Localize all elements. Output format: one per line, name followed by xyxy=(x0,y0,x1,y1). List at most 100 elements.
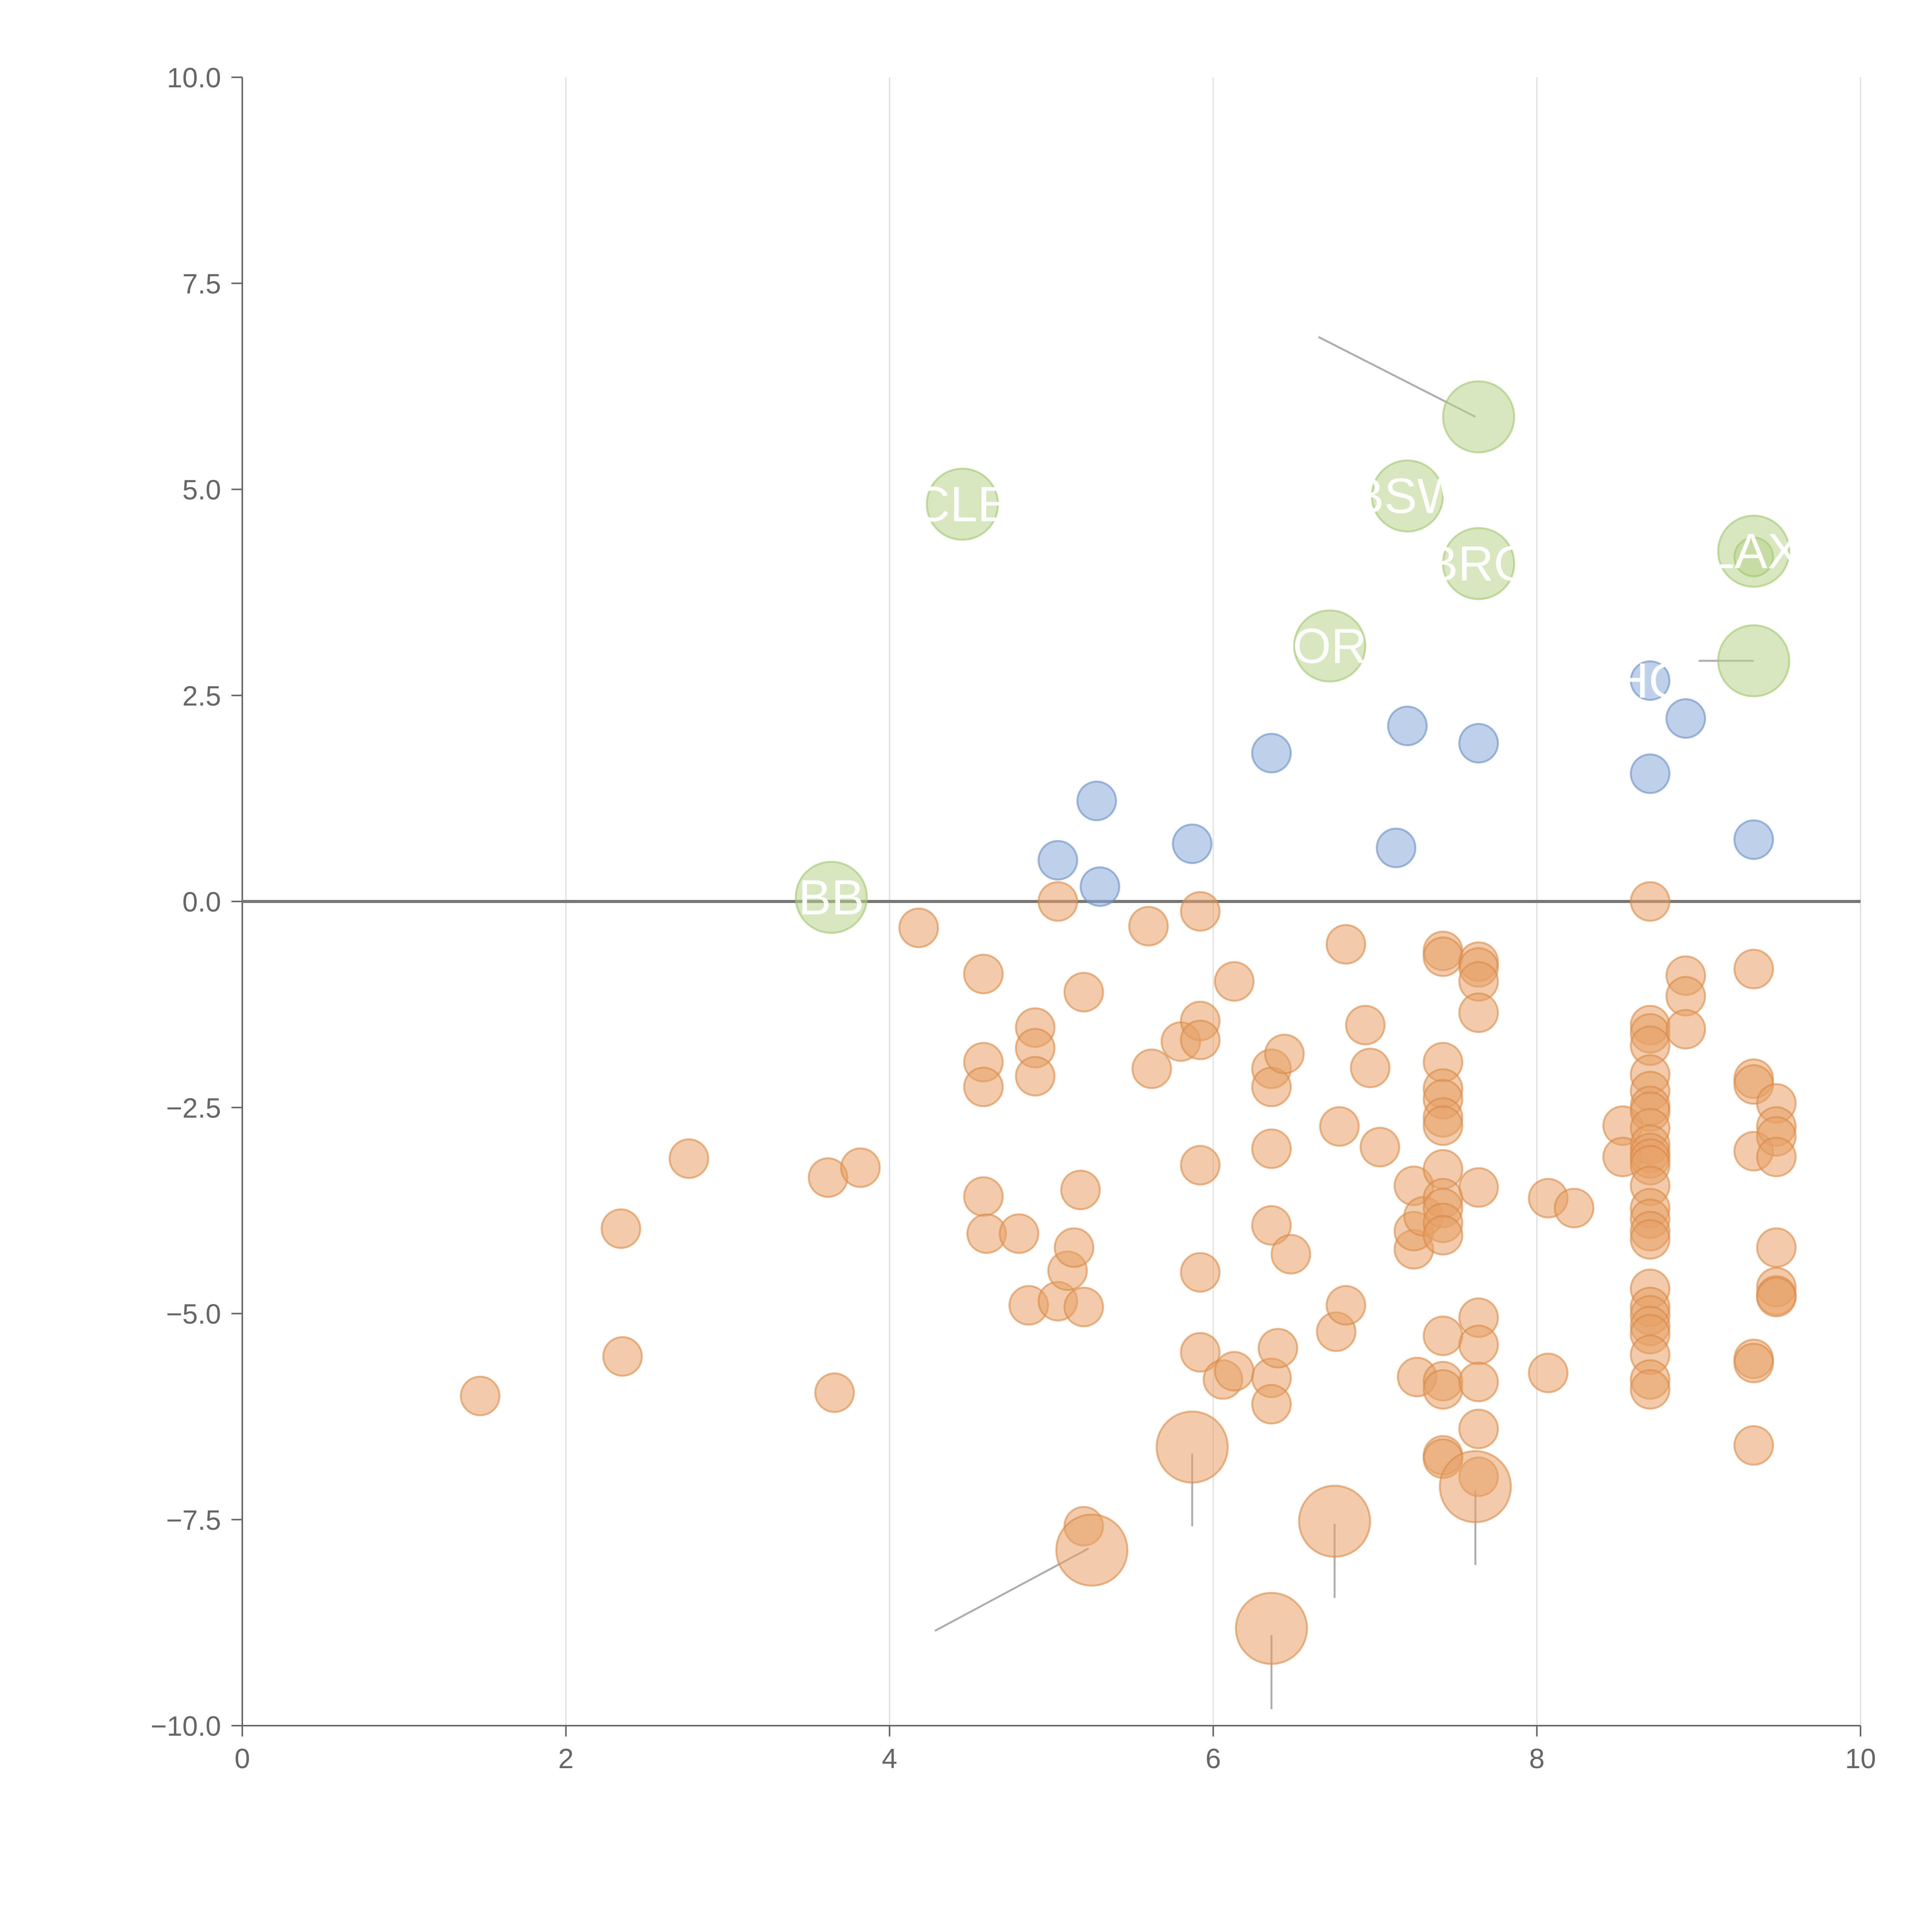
green-data-point[interactable] xyxy=(1293,609,1366,683)
point-label: BSW xyxy=(1351,469,1464,524)
orange-data-point[interactable] xyxy=(1214,1351,1255,1392)
orange-data-point[interactable] xyxy=(1733,1342,1774,1383)
x-tick-label: 2 xyxy=(558,1743,574,1774)
orange-data-point[interactable] xyxy=(1325,924,1366,965)
orange-data-point[interactable] xyxy=(1257,1328,1298,1369)
blue-data-point[interactable] xyxy=(1037,840,1078,881)
blue-data-point[interactable] xyxy=(1630,660,1671,701)
orange-data-point[interactable] xyxy=(600,1208,641,1249)
orange-data-point[interactable] xyxy=(1422,936,1463,977)
orange-data-point[interactable] xyxy=(1422,1105,1463,1146)
green-data-point[interactable] xyxy=(926,468,999,541)
orange-data-point[interactable] xyxy=(1756,1277,1797,1318)
orange-data-point[interactable] xyxy=(1554,1187,1595,1228)
blue-data-point[interactable] xyxy=(1376,827,1417,868)
orange-data-point[interactable] xyxy=(1063,972,1104,1013)
blue-data-point[interactable] xyxy=(1630,753,1671,794)
orange-data-point[interactable] xyxy=(1458,1325,1499,1366)
orange-data-point[interactable] xyxy=(1037,881,1078,922)
orange-data-point[interactable] xyxy=(1180,1252,1221,1293)
x-tick-label: 8 xyxy=(1529,1743,1544,1774)
orange-data-point[interactable] xyxy=(1270,1234,1311,1275)
orange-data-point[interactable] xyxy=(963,954,1004,995)
point-label: LAX xyxy=(1707,524,1801,579)
blue-data-point[interactable] xyxy=(1733,819,1774,860)
orange-data-point[interactable] xyxy=(1458,1408,1499,1449)
orange-data-point[interactable] xyxy=(1128,906,1169,947)
blue-data-point[interactable] xyxy=(1387,706,1428,747)
orange-data-point[interactable] xyxy=(1131,1048,1172,1089)
x-tick-label: 10 xyxy=(1845,1743,1876,1774)
blue-data-point[interactable] xyxy=(1172,823,1213,864)
green-data-point[interactable] xyxy=(1717,624,1791,697)
orange-data-point[interactable] xyxy=(1345,1005,1386,1046)
orange-data-point[interactable] xyxy=(840,1147,881,1188)
axes: 0 2 4 6 8 10 −10.0 −7.5 −5.0 −2.5 0.0 2.5 5.0 7.5 10.0 xyxy=(151,63,1876,1774)
y-tick-label: −2.5 xyxy=(166,1093,221,1124)
orange-data-point[interactable] xyxy=(1180,1332,1221,1373)
y-tick-label: −7.5 xyxy=(166,1505,221,1536)
orange-data-point[interactable] xyxy=(1630,881,1671,922)
orange-data-point[interactable] xyxy=(1422,1369,1463,1410)
orange-data-point[interactable] xyxy=(1251,1205,1292,1246)
orange-data-point[interactable] xyxy=(1319,1106,1360,1147)
orange-data-point[interactable] xyxy=(1054,1227,1095,1268)
orange-data-point[interactable] xyxy=(1298,1485,1371,1558)
orange-data-point[interactable] xyxy=(1528,1352,1569,1393)
green-data-point[interactable] xyxy=(1442,527,1515,600)
x-tick-label: 4 xyxy=(882,1743,897,1774)
blue-data-point[interactable] xyxy=(1458,723,1499,764)
orange-data-point[interactable] xyxy=(1060,1170,1101,1211)
orange-data-point[interactable] xyxy=(460,1376,501,1417)
blue-data-point[interactable] xyxy=(1080,866,1121,907)
orange-data-point[interactable] xyxy=(1063,1286,1104,1327)
green-data-point[interactable] xyxy=(1442,380,1515,454)
orange-data-point[interactable] xyxy=(1251,1384,1292,1425)
y-tick-label: −5.0 xyxy=(166,1299,221,1330)
orange-data-point[interactable] xyxy=(1630,1369,1671,1410)
orange-data-point[interactable] xyxy=(1422,1215,1463,1256)
orange-data-point[interactable] xyxy=(1155,1410,1229,1484)
orange-data-point[interactable] xyxy=(1665,1009,1706,1050)
orange-data-point[interactable] xyxy=(668,1138,709,1179)
orange-data-point[interactable] xyxy=(1214,961,1255,1002)
point-label: HO xyxy=(1613,653,1687,708)
orange-data-point[interactable] xyxy=(1458,1167,1499,1208)
orange-data-point[interactable] xyxy=(814,1372,855,1413)
orange-data-point[interactable] xyxy=(1422,1315,1463,1356)
blue-data-point[interactable] xyxy=(1665,698,1706,739)
orange-data-point[interactable] xyxy=(602,1336,643,1377)
orange-data-point[interactable] xyxy=(1733,1425,1774,1466)
orange-data-point[interactable] xyxy=(1235,1592,1308,1665)
orange-data-point[interactable] xyxy=(1350,1048,1391,1088)
green-data-point[interactable] xyxy=(1733,536,1774,577)
orange-data-point[interactable] xyxy=(1439,1450,1512,1523)
orange-data-point[interactable] xyxy=(998,1213,1039,1254)
green-data-point[interactable] xyxy=(794,861,868,934)
orange-data-point[interactable] xyxy=(963,1176,1004,1217)
orange-data-point[interactable] xyxy=(1015,1056,1056,1097)
orange-data-point[interactable] xyxy=(1756,1136,1797,1177)
orange-data-point[interactable] xyxy=(1458,1362,1499,1403)
orange-data-point[interactable] xyxy=(1630,1219,1671,1260)
orange-data-point[interactable] xyxy=(1055,1514,1129,1587)
orange-data-point[interactable] xyxy=(1733,949,1774,990)
orange-data-point[interactable] xyxy=(963,1066,1004,1107)
orange-data-point[interactable] xyxy=(1756,1227,1797,1268)
orange-data-point[interactable] xyxy=(1359,1127,1400,1168)
y-tick-label: 2.5 xyxy=(182,681,221,712)
orange-data-point[interactable] xyxy=(1325,1285,1366,1326)
green-data-point[interactable] xyxy=(1371,459,1444,533)
data-points xyxy=(460,380,1797,1665)
blue-data-point[interactable] xyxy=(1076,781,1117,821)
orange-data-point[interactable] xyxy=(1458,992,1499,1033)
point-label: OR xyxy=(1293,619,1367,674)
orange-data-point[interactable] xyxy=(898,907,939,948)
orange-data-point[interactable] xyxy=(1180,891,1221,932)
orange-data-point[interactable] xyxy=(1264,1034,1305,1075)
orange-data-point[interactable] xyxy=(1251,1128,1292,1169)
orange-data-point[interactable] xyxy=(1180,1145,1221,1186)
blue-data-point[interactable] xyxy=(1251,733,1292,774)
orange-data-point[interactable] xyxy=(1180,1019,1221,1060)
